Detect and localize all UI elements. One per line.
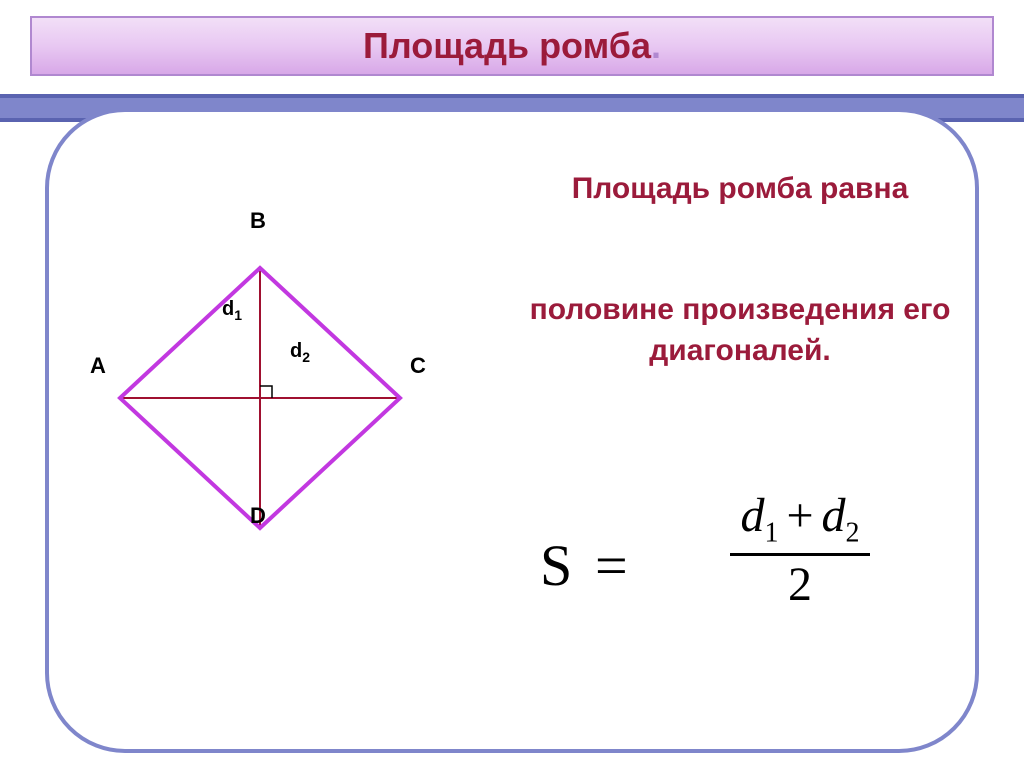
slide-title-text: Площадь ромба (363, 25, 651, 66)
area-formula: S = d1+d2 2 (540, 490, 960, 630)
diagonal-label-d2: d2 (290, 340, 310, 365)
title-period: . (651, 25, 661, 66)
right-angle-marker (260, 386, 272, 398)
formula-equals: = (595, 532, 628, 599)
formula-denominator: 2 (670, 556, 930, 614)
vertex-label-b: В (250, 208, 266, 234)
slide-title-bar: Площадь ромба. (30, 16, 994, 76)
vertex-label-c: С (410, 353, 426, 379)
formula-fraction: d1+d2 2 (670, 490, 930, 614)
theorem-statement-line2: половине произведения его диагоналей. (510, 290, 970, 371)
diagonal-label-d1: d1 (222, 298, 242, 323)
formula-numerator: d1+d2 (730, 490, 869, 556)
formula-lhs: S (540, 532, 572, 599)
vertex-label-d: D (250, 503, 266, 529)
theorem-statement-line1: Площадь ромба равна (510, 172, 970, 206)
vertex-label-a: А (90, 353, 106, 379)
rhombus-diagram: А В С D d1 d2 (80, 218, 440, 578)
